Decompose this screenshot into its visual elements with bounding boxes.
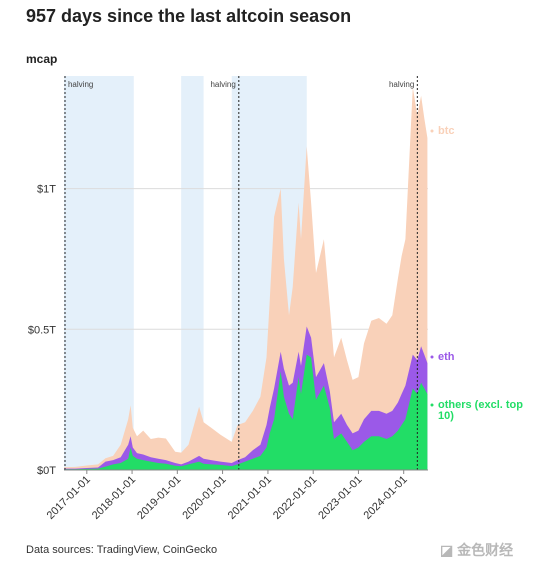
grid-lines [64, 188, 428, 330]
x-tick-label: 2020-01-01 [180, 474, 228, 522]
x-tick-label: 2019-01-01 [135, 474, 183, 522]
y-tick-label: $1T [37, 184, 56, 196]
series-label-others-dot [430, 403, 434, 407]
series-label-others: 10) [438, 410, 454, 422]
halving-label: halving [389, 80, 414, 89]
x-tick-label: 2022-01-01 [271, 474, 319, 522]
x-tick-label: 2021-01-01 [226, 474, 274, 522]
area-eth [64, 326, 428, 470]
shaded-period-1 [181, 76, 204, 470]
series-label-eth-dot [430, 355, 434, 359]
halving-label: halving [210, 80, 235, 89]
area-btc [64, 87, 428, 471]
data-source-note: Data sources: TradingView, CoinGecko [26, 544, 218, 556]
area-others [64, 354, 428, 470]
area-series [64, 87, 428, 471]
y-axis-label: mcap [26, 52, 57, 66]
shaded-period-0 [64, 76, 134, 470]
series-label-btc-dot [430, 129, 434, 133]
series-label-eth: eth [438, 351, 455, 363]
y-tick-label: $0T [37, 465, 56, 477]
halving-label: halving [68, 80, 93, 89]
x-tick-label: 2017-01-01 [45, 474, 93, 522]
x-tick-label: 2024-01-01 [362, 474, 410, 522]
x-tick-label: 2023-01-01 [316, 474, 364, 522]
series-label-btc: btc [438, 125, 455, 137]
x-tick-label: 2018-01-01 [90, 474, 138, 522]
y-tick-label: $0.5T [28, 324, 56, 336]
watermark-text: 金色财经 [457, 542, 514, 558]
series-label-others: others (excl. top [438, 399, 523, 411]
watermark-logo: ◪ 金色财经 [440, 542, 514, 558]
halving-markers: halving halving halving [64, 76, 418, 470]
chart-title: 957 days since the last altcoin season [26, 6, 352, 26]
